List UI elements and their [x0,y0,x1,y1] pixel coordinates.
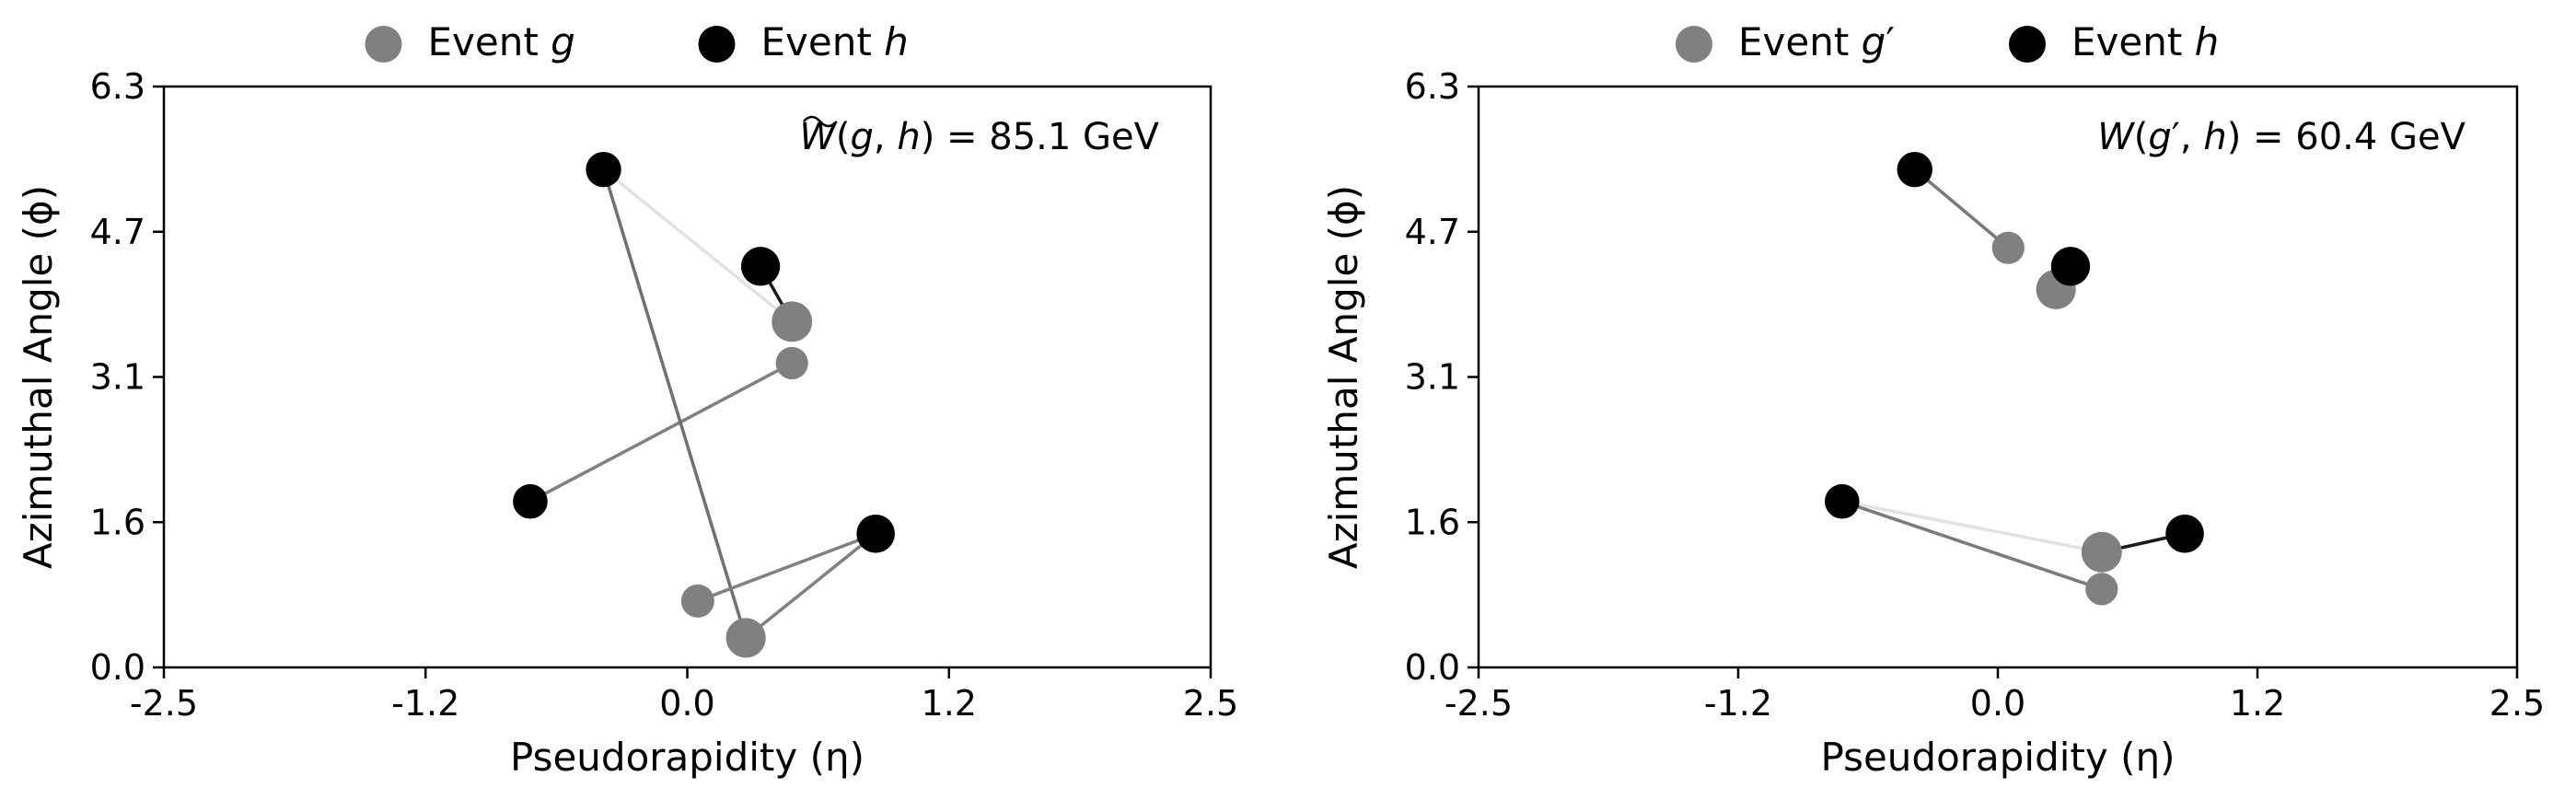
y-tick-label: 6.3 [1405,66,1460,107]
legend-marker [698,26,736,63]
x-tick-label: 0.0 [1970,683,2025,724]
x-tick-label: 1.2 [922,683,977,724]
legend-label: Event h [2071,19,2219,64]
annot-prime: ′ [2172,116,2180,158]
y-tick-label: 4.7 [1405,212,1460,252]
annot-paren: ( [2134,116,2149,158]
x-axis-label: Pseudorapidity (η) [510,735,864,780]
legend-var: h [2195,19,2220,64]
event-h-point [2165,514,2204,553]
legend-text: Event [1738,19,1862,64]
y-tick-label: 1.6 [90,502,145,542]
annot-comma: , [874,116,897,158]
legend-label: Event g [428,19,575,64]
transport-line [1913,168,2010,249]
event-g-point [680,584,714,618]
annot-W: W [799,116,837,158]
y-tick-label: 0.0 [1405,647,1460,688]
wasserstein-annotation: W(g, h) = 85.1 GeV [799,116,1159,158]
annot-a: g [2148,116,2171,158]
x-tick-label: 2.5 [2489,683,2545,724]
legend-marker [1676,26,1712,63]
annot-eq: = [934,116,989,158]
annot-value: 85.1 GeV [989,116,1159,158]
legend-label: Event h [761,19,909,64]
y-tick-label: 3.1 [90,357,145,398]
annot-paren: ) [921,116,935,158]
x-tick-label: -1.2 [391,683,459,724]
legend-marker [2009,26,2046,63]
y-tick-label: 4.7 [90,212,145,252]
wasserstein-annotation: W(g′, h) = 60.4 GeV [2097,116,2466,158]
chart-panel-1: -2.5 -1.2 0.0 1.2 2.5 0.0 1.6 3.1 4.7 6.3 Pseudora… [16,19,1238,780]
legend-text: Event [761,19,885,64]
transport-line [1841,500,2103,591]
event-h-point [1897,151,1932,188]
annot-a: g [851,116,874,158]
x-tick-label: 0.0 [659,683,714,724]
y-tick-label: 6.3 [90,66,145,107]
y-tick-label: 0.0 [90,647,145,688]
event-g-point [775,346,808,380]
annot-eq: = [2241,116,2295,158]
event-h-point [1825,483,1860,519]
annot-W: W [2097,116,2135,158]
legend: Event g′ Event h [1676,19,2219,64]
x-tick-label: -2.5 [130,683,198,724]
event-h-point [513,483,548,519]
y-axis-label: Azimuthal Angle (ϕ) [1321,185,1366,569]
tilde-mark [802,115,838,128]
transport-line [745,532,877,640]
annot-b: h [2203,116,2226,158]
legend-var: h [884,19,909,64]
event-g-point [725,618,766,658]
annot-comma: , [2180,116,2203,158]
y-tick-label: 1.6 [1405,502,1460,542]
legend-label: Event g′ [1738,19,1895,64]
event-g-point [1991,231,2025,264]
annot-b: h [897,116,920,158]
event-g-point [2085,573,2118,606]
legend-marker [365,26,402,63]
legend-text: Event [428,19,551,64]
x-tick-label: -1.2 [1704,683,1772,724]
event-g-point [2081,531,2122,573]
plot-frame [1477,85,2519,669]
legend-var: g [1862,19,1886,64]
plot-frame [162,85,1213,669]
legend-prime: ′ [1886,19,1895,64]
transport-line [529,361,794,504]
annot-paren: ( [836,116,851,158]
event-h-point [586,151,621,188]
event-h-point [856,514,895,553]
annot-value: 60.4 GeV [2295,116,2466,158]
transport-line [602,168,794,323]
x-tick-label: -2.5 [1445,683,1513,724]
x-axis-label: Pseudorapidity (η) [1820,735,2175,780]
event-h-point [2050,247,2091,286]
legend-text: Event [2071,19,2195,64]
y-axis-label: Azimuthal Angle (ϕ) [16,185,61,569]
transport-line [697,532,876,603]
event-g-point [772,301,813,342]
x-tick-label: 2.5 [1183,683,1238,724]
event-h-point [740,247,781,286]
transport-line [601,168,748,639]
transport-line [1841,499,2103,554]
y-tick-label: 3.1 [1405,357,1460,398]
x-tick-label: 1.2 [2230,683,2285,724]
legend-var: g [551,19,575,64]
annot-paren: ) [2227,116,2242,158]
chart-panel-2: -2.5 -1.2 0.0 1.2 2.5 0.0 1.6 3.1 4.7 6.3 Pseudora… [1321,19,2545,780]
legend: Event g Event h [365,19,909,64]
